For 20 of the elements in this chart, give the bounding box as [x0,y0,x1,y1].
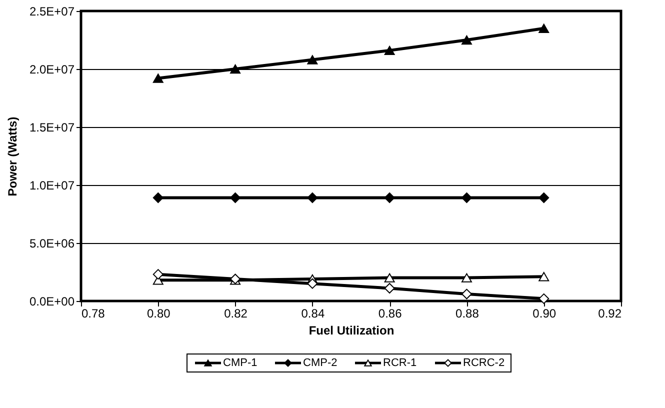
x-tick-label: 0.80 [146,306,171,320]
legend-label: RCR-1 [383,357,417,369]
y-tick-label: 1.5E+07 [29,120,75,134]
x-tick-label: 0.82 [224,306,248,320]
legend-label: CMP-2 [303,357,338,369]
x-tick-label: 0.78 [82,306,106,320]
x-axis-title: Fuel Utilization [308,324,394,338]
y-tick-label: 1.0E+07 [29,178,75,192]
x-tick-label: 0.92 [598,306,622,320]
x-tick-label: 0.84 [301,306,325,320]
legend-label: CMP-1 [223,357,258,369]
x-tick-label: 0.88 [456,306,480,320]
y-tick-label: 0.0E+00 [29,294,75,308]
x-tick-label: 0.86 [378,306,402,320]
y-tick-label: 2.5E+07 [29,4,75,18]
y-tick-label: 5.0E+06 [29,236,75,250]
x-tick-label: 0.90 [532,306,556,320]
y-axis-title: Power (Watts) [5,116,20,196]
legend-label: RCRC-2 [463,357,505,369]
y-tick-label: 2.0E+07 [29,62,75,76]
